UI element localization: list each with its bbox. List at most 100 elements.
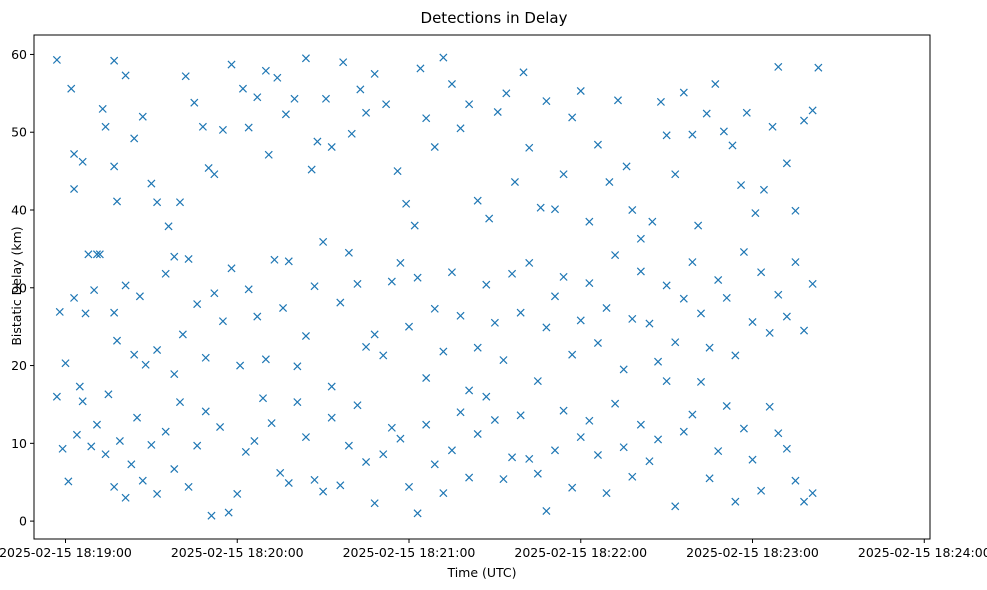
data-point (224, 508, 233, 517)
data-point (422, 114, 431, 123)
x-tick-label: 2025-02-15 18:24:00 (858, 545, 987, 560)
data-point (70, 184, 79, 194)
data-point (542, 97, 551, 106)
data-point (800, 497, 809, 506)
data-point (70, 149, 79, 159)
data-point (147, 179, 156, 188)
data-point (161, 427, 170, 436)
data-point (233, 489, 242, 498)
data-point (550, 205, 560, 214)
data-point (90, 286, 99, 295)
data-point (731, 497, 740, 506)
data-point (593, 338, 602, 348)
data-point (301, 433, 310, 442)
data-point (688, 130, 697, 139)
data-points (52, 53, 823, 520)
data-point (508, 269, 517, 278)
data-point (135, 292, 144, 301)
data-point (344, 441, 353, 450)
data-point (121, 493, 130, 502)
data-point (748, 317, 757, 327)
y-tick-label: 50 (11, 125, 27, 140)
y-tick-label: 60 (11, 47, 27, 62)
data-point (327, 142, 336, 152)
data-point (84, 250, 93, 259)
data-point (396, 258, 405, 267)
data-point (568, 113, 577, 122)
data-point (336, 481, 345, 490)
data-point (739, 247, 748, 257)
data-point (499, 356, 508, 365)
data-point (456, 408, 465, 417)
data-point (662, 377, 671, 386)
data-point (293, 362, 302, 371)
data-point (387, 277, 396, 286)
data-point (241, 447, 250, 456)
data-point (78, 157, 87, 166)
data-point (370, 499, 379, 508)
data-point (104, 390, 113, 399)
data-point (201, 353, 210, 362)
data-point (696, 377, 706, 386)
data-point (593, 450, 602, 460)
data-point (473, 196, 482, 205)
data-point (568, 350, 577, 359)
data-point (307, 165, 316, 174)
y-tick-label: 20 (11, 358, 27, 373)
data-point (227, 264, 236, 273)
data-point (782, 312, 791, 321)
data-point (602, 489, 611, 498)
data-point (519, 68, 528, 77)
data-point (153, 345, 162, 355)
data-point (705, 474, 714, 483)
data-point (138, 112, 147, 121)
data-point (808, 279, 817, 288)
data-point (175, 198, 185, 207)
data-point (362, 457, 371, 467)
data-point (141, 360, 150, 369)
data-point (757, 268, 766, 277)
data-point (439, 489, 448, 498)
data-point (276, 468, 285, 477)
data-point (404, 322, 414, 331)
data-point (175, 398, 185, 407)
data-point (711, 79, 720, 89)
data-point (499, 475, 508, 484)
data-point (270, 255, 279, 264)
data-point (164, 222, 173, 231)
data-point (310, 282, 319, 291)
data-point (502, 89, 511, 98)
data-point (161, 269, 170, 278)
plot-frame (33, 34, 931, 540)
data-point (605, 177, 614, 187)
data-point (447, 446, 456, 455)
data-point (782, 159, 791, 168)
x-axis-label: Time (UTC) (446, 565, 516, 580)
data-point (525, 143, 534, 152)
data-point (542, 506, 551, 516)
data-point (696, 309, 706, 318)
data-point (636, 420, 645, 429)
data-point (347, 129, 356, 138)
data-point (456, 311, 465, 320)
data-point (198, 122, 207, 131)
data-point (293, 398, 302, 407)
data-point (379, 450, 388, 459)
data-point (671, 338, 680, 347)
data-point (774, 290, 783, 299)
data-point (78, 397, 87, 406)
data-point (115, 436, 124, 446)
data-point (327, 382, 336, 391)
data-point (81, 309, 90, 318)
y-axis-label: Bistatic Delay (km) (9, 226, 24, 345)
data-point (344, 248, 353, 257)
data-point (244, 285, 253, 294)
data-point (52, 55, 61, 64)
data-point (404, 482, 414, 491)
data-point (611, 251, 620, 260)
data-point (808, 106, 817, 115)
data-point (628, 472, 637, 481)
data-point (313, 137, 322, 146)
y-axis: 0 10 20 30 40 50 60 (11, 47, 34, 529)
